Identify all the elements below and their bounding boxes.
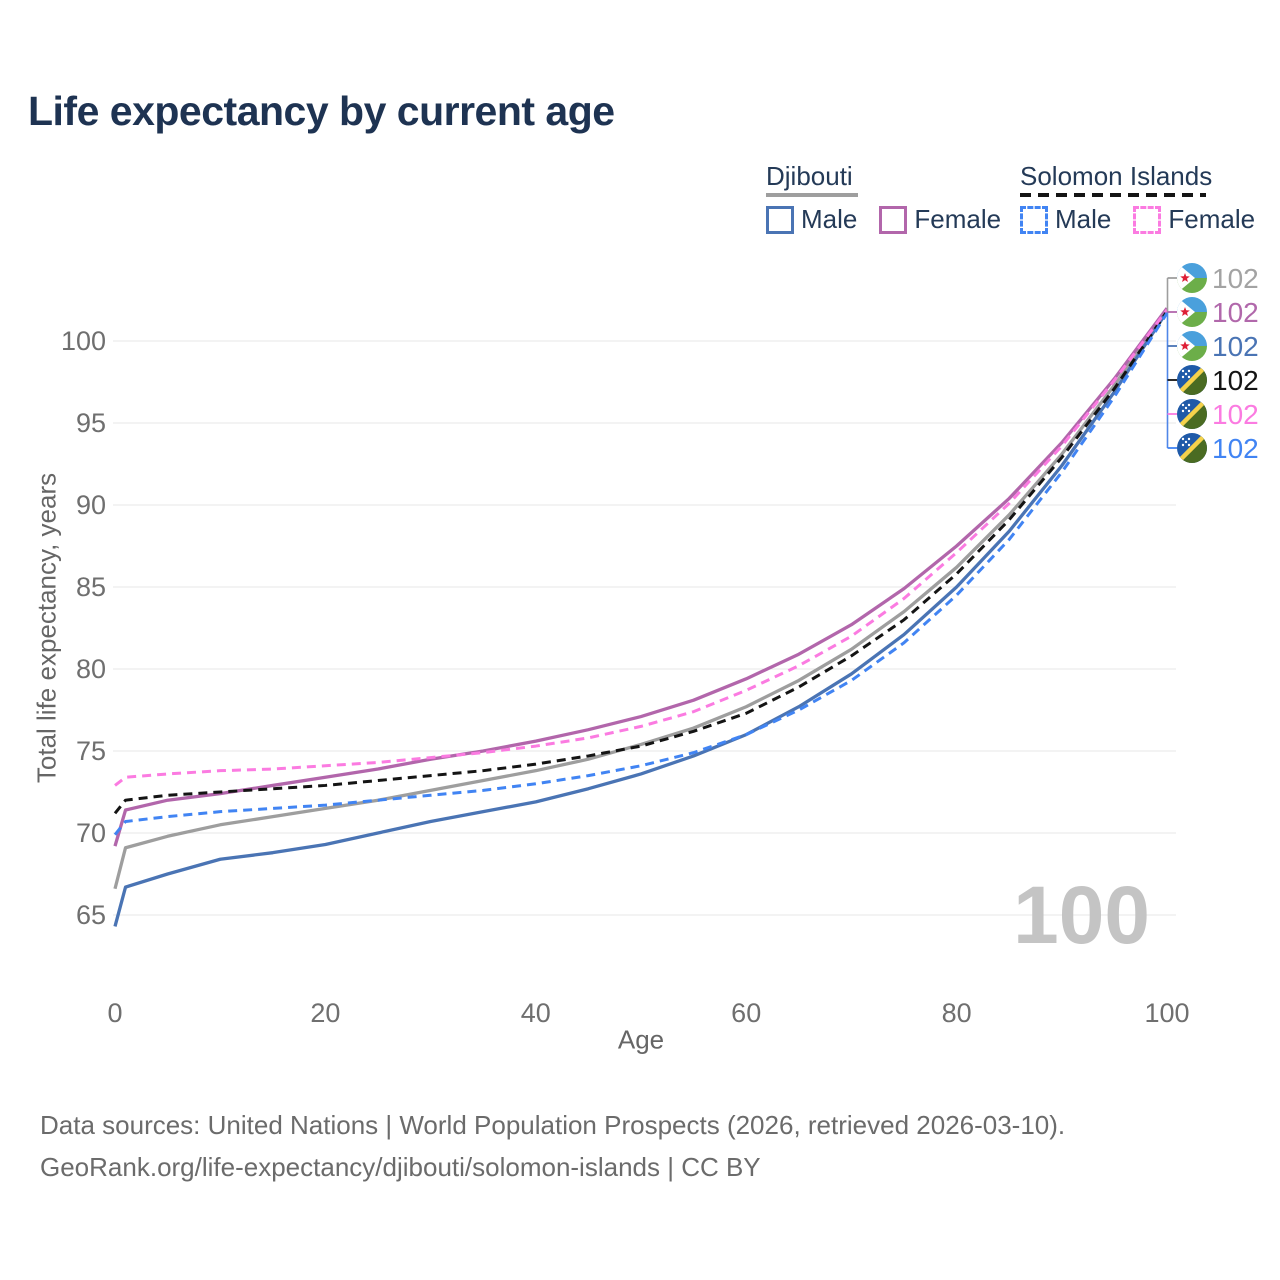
series-line-djibouti-female [113,307,1169,847]
age-watermark: 100 [1013,870,1150,961]
y-tick-label: 80 [76,654,106,684]
y-tick-label: 95 [76,408,106,438]
attribution-line: GeoRank.org/life-expectancy/djibouti/sol… [40,1152,761,1182]
series-line-solomon-islands-total [113,310,1169,815]
series-line-djibouti-total [113,308,1169,890]
end-value-label-djibouti-male: 102 [1212,331,1259,362]
y-tick-label: 90 [76,490,106,520]
flag-icon-solomon-islands [1177,399,1207,429]
end-value-label-djibouti-female: 102 [1212,297,1259,328]
flag-icon-solomon-islands [1177,433,1207,463]
series-line-solomon-islands-female [114,308,1169,787]
legend-row-djibouti: Male Female [766,204,1001,235]
x-axis-title: Age [617,1024,665,1055]
legend-group-djibouti: Djibouti Male Female [766,162,1001,235]
flag-icon-djibouti [1177,263,1207,293]
x-tick-label: 80 [942,998,972,1028]
legend-row-solomon-islands: Male Female [1020,204,1255,235]
end-value-label-djibouti-total: 102 [1212,263,1259,294]
legend-underline-solomon-islands [1020,193,1206,197]
legend-group-solomon-islands: Solomon Islands Male Female [1020,162,1255,235]
legend-label: Male [1055,204,1112,234]
legend-label: Male [801,204,858,234]
data-sources-line: Data sources: United Nations | World Pop… [40,1110,1066,1140]
x-tick-label: 20 [310,998,340,1028]
flag-icon-solomon-islands [1177,365,1207,395]
legend-item-djibouti-female[interactable]: Female [879,204,1001,235]
legend-label: Female [1168,204,1256,234]
y-tick-label: 100 [61,326,106,356]
x-tick-label: 0 [107,998,122,1028]
legend-item-solomon-islands-male[interactable]: Male [1020,204,1111,235]
end-value-label-solomon-islands-total: 102 [1212,365,1259,396]
end-value-label-solomon-islands-female: 102 [1212,399,1259,430]
solomon-islands-male-swatch-icon [1020,205,1048,234]
page-title: Life expectancy by current age [28,88,615,134]
legend-item-solomon-islands-female[interactable]: Female [1133,204,1255,235]
x-tick-label: 40 [521,998,551,1028]
flag-icon-djibouti [1177,331,1207,361]
djibouti-male-swatch-icon [766,205,794,234]
legend-country-djibouti: Djibouti [766,161,853,191]
y-tick-label: 85 [76,572,106,602]
x-tick-label: 100 [1144,998,1189,1028]
legend-item-djibouti-male[interactable]: Male [766,204,857,235]
djibouti-female-swatch-icon [879,205,908,234]
y-tick-label: 70 [76,818,106,848]
y-tick-label: 75 [76,736,106,766]
series-line-solomon-islands-male [113,312,1169,836]
flag-icon-djibouti [1177,297,1207,327]
y-tick-label: 65 [76,900,106,930]
legend-country-solomon-islands: Solomon Islands [1020,161,1213,191]
solomon-islands-female-swatch-icon [1133,205,1162,234]
legend-label: Female [914,204,1002,234]
footer: Data sources: United Nations | World Pop… [40,1104,1065,1188]
series-line-djibouti-male [113,310,1169,927]
legend-underline-djibouti [766,193,858,197]
x-tick-label: 60 [731,998,761,1028]
end-value-label-solomon-islands-male: 102 [1212,433,1259,464]
